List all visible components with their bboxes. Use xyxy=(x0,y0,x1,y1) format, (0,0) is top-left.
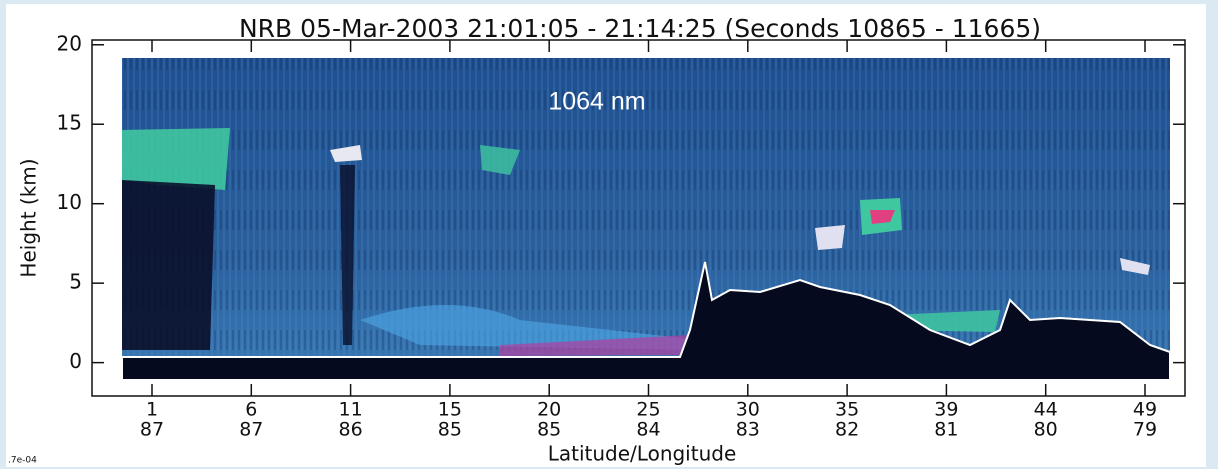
x-tick-label: 82 xyxy=(835,419,859,441)
x-tick-label: 15 xyxy=(438,399,462,421)
x-tick-label: 83 xyxy=(736,419,760,441)
cloud-shadow xyxy=(122,180,215,350)
annotation: 1064 nm xyxy=(548,88,645,116)
y-tick-label: 15 xyxy=(57,111,82,135)
x-tick-label: 81 xyxy=(934,419,958,441)
x-tick-label: 35 xyxy=(835,399,859,421)
x-tick-label: 11 xyxy=(339,399,363,421)
x-axis-label: Latitude/Longitude xyxy=(548,442,737,466)
chart: NRB 05-Mar-2003 21:01:05 - 21:14:25 (Sec… xyxy=(0,0,1218,469)
x-tick-label: 49 xyxy=(1133,399,1157,421)
x-tick-label: 44 xyxy=(1034,399,1058,421)
x-tick-label: 87 xyxy=(239,419,263,441)
x-tick-label: 85 xyxy=(438,419,462,441)
x-tick-label: 79 xyxy=(1133,419,1157,441)
corner-note: .7e-04 xyxy=(8,456,37,466)
curtain-image xyxy=(122,58,1170,380)
y-tick-label: 5 xyxy=(69,270,82,294)
y-tick-label: 20 xyxy=(57,31,82,55)
x-tick-label: 39 xyxy=(934,399,958,421)
cloud xyxy=(815,225,845,250)
chart-title: NRB 05-Mar-2003 21:01:05 - 21:14:25 (Sec… xyxy=(239,14,1041,43)
x-tick-label: 87 xyxy=(140,419,164,441)
x-tick-label: 30 xyxy=(736,399,760,421)
x-tick-label: 25 xyxy=(636,399,660,421)
x-tick-label: 6 xyxy=(245,399,257,421)
page: {"chart_data": {"type": "curtain", "titl… xyxy=(0,0,1218,469)
x-tick-label: 84 xyxy=(636,419,660,441)
x-tick-label: 1 xyxy=(146,399,158,421)
x-tick-label: 86 xyxy=(339,419,363,441)
y-tick-label: 0 xyxy=(69,349,82,373)
y-tick-label: 10 xyxy=(57,190,82,214)
x-tick-label: 80 xyxy=(1034,419,1058,441)
x-tick-label: 85 xyxy=(537,419,561,441)
cloud xyxy=(122,128,230,190)
x-tick-label: 20 xyxy=(537,399,561,421)
y-axis-label: Height (km) xyxy=(17,158,41,277)
